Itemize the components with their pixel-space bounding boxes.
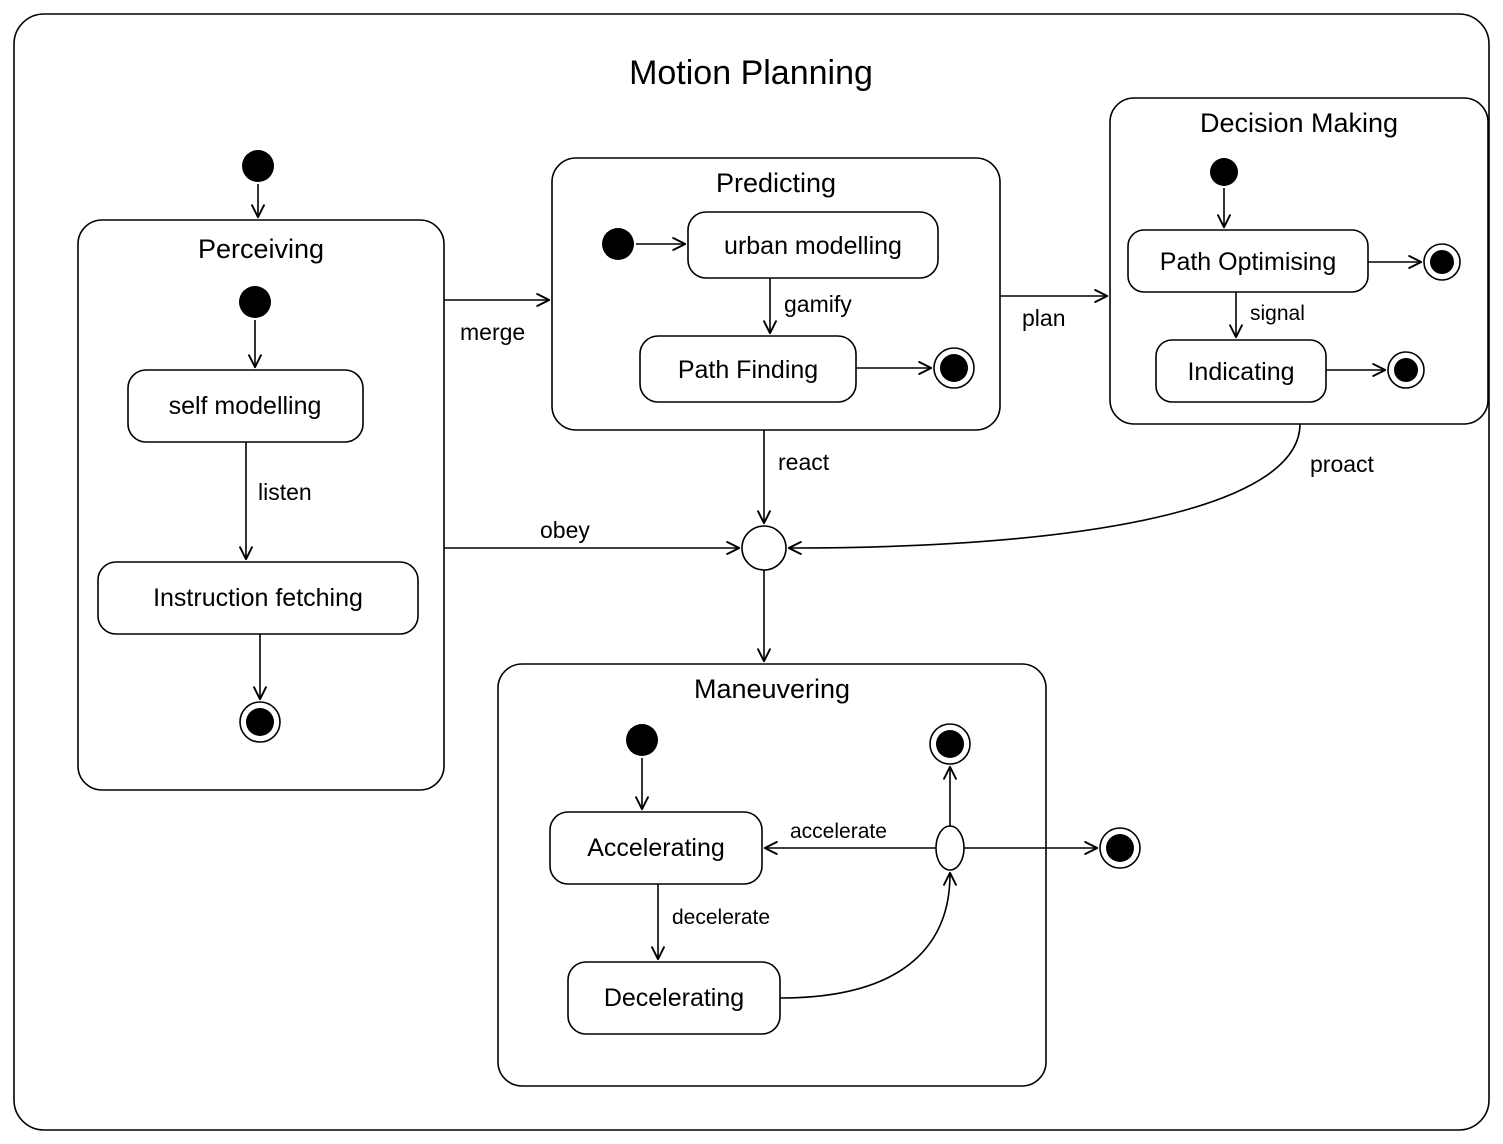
region-decision-label: Decision Making (1200, 108, 1398, 138)
state-accelerating-label: Accelerating (587, 834, 725, 862)
decision-start (1210, 158, 1238, 186)
diagram-title: Motion Planning (629, 54, 873, 92)
predicting-end-inner (940, 354, 968, 382)
edge-decelerate-label: decelerate (672, 906, 770, 929)
edge-obey-label: obey (540, 517, 590, 543)
perceiving-end-inner (246, 708, 274, 736)
region-maneuvering-label: Maneuvering (694, 674, 850, 704)
edge-plan-label: plan (1022, 305, 1065, 331)
state-instruction-fetching-label: Instruction fetching (153, 584, 363, 612)
predicting-start (602, 228, 634, 260)
edge-listen-label: listen (258, 479, 312, 505)
state-diagram: Motion Planning Perceiving self modellin… (0, 0, 1503, 1144)
perceiving-start (239, 286, 271, 318)
edge-proact-label: proact (1310, 451, 1375, 477)
region-predicting-label: Predicting (716, 168, 836, 198)
region-perceiving-label: Perceiving (198, 234, 324, 264)
maneuvering-end-inner (936, 730, 964, 758)
edge-gamify-label: gamify (784, 291, 852, 317)
edge-merge-label: merge (460, 319, 525, 345)
edge-react-label: react (778, 449, 830, 475)
state-path-finding-label: Path Finding (678, 356, 818, 384)
maneuvering-choice (936, 826, 964, 870)
decision-end1-inner (1430, 250, 1454, 274)
junction (742, 526, 786, 570)
edge-proact (790, 424, 1300, 548)
state-indicating-label: Indicating (1187, 358, 1294, 386)
state-decelerating-label: Decelerating (604, 984, 744, 1012)
edge-accelerate-label: accelerate (790, 820, 887, 843)
state-urban-modelling-label: urban modelling (724, 232, 902, 260)
maneuvering-start (626, 724, 658, 756)
decision-end2-inner (1394, 358, 1418, 382)
edge-signal-label: signal (1250, 302, 1305, 325)
global-start (242, 150, 274, 182)
state-self-modelling-label: self modelling (169, 392, 322, 420)
state-path-optimising-label: Path Optimising (1160, 248, 1336, 276)
outer-end-inner (1106, 834, 1134, 862)
